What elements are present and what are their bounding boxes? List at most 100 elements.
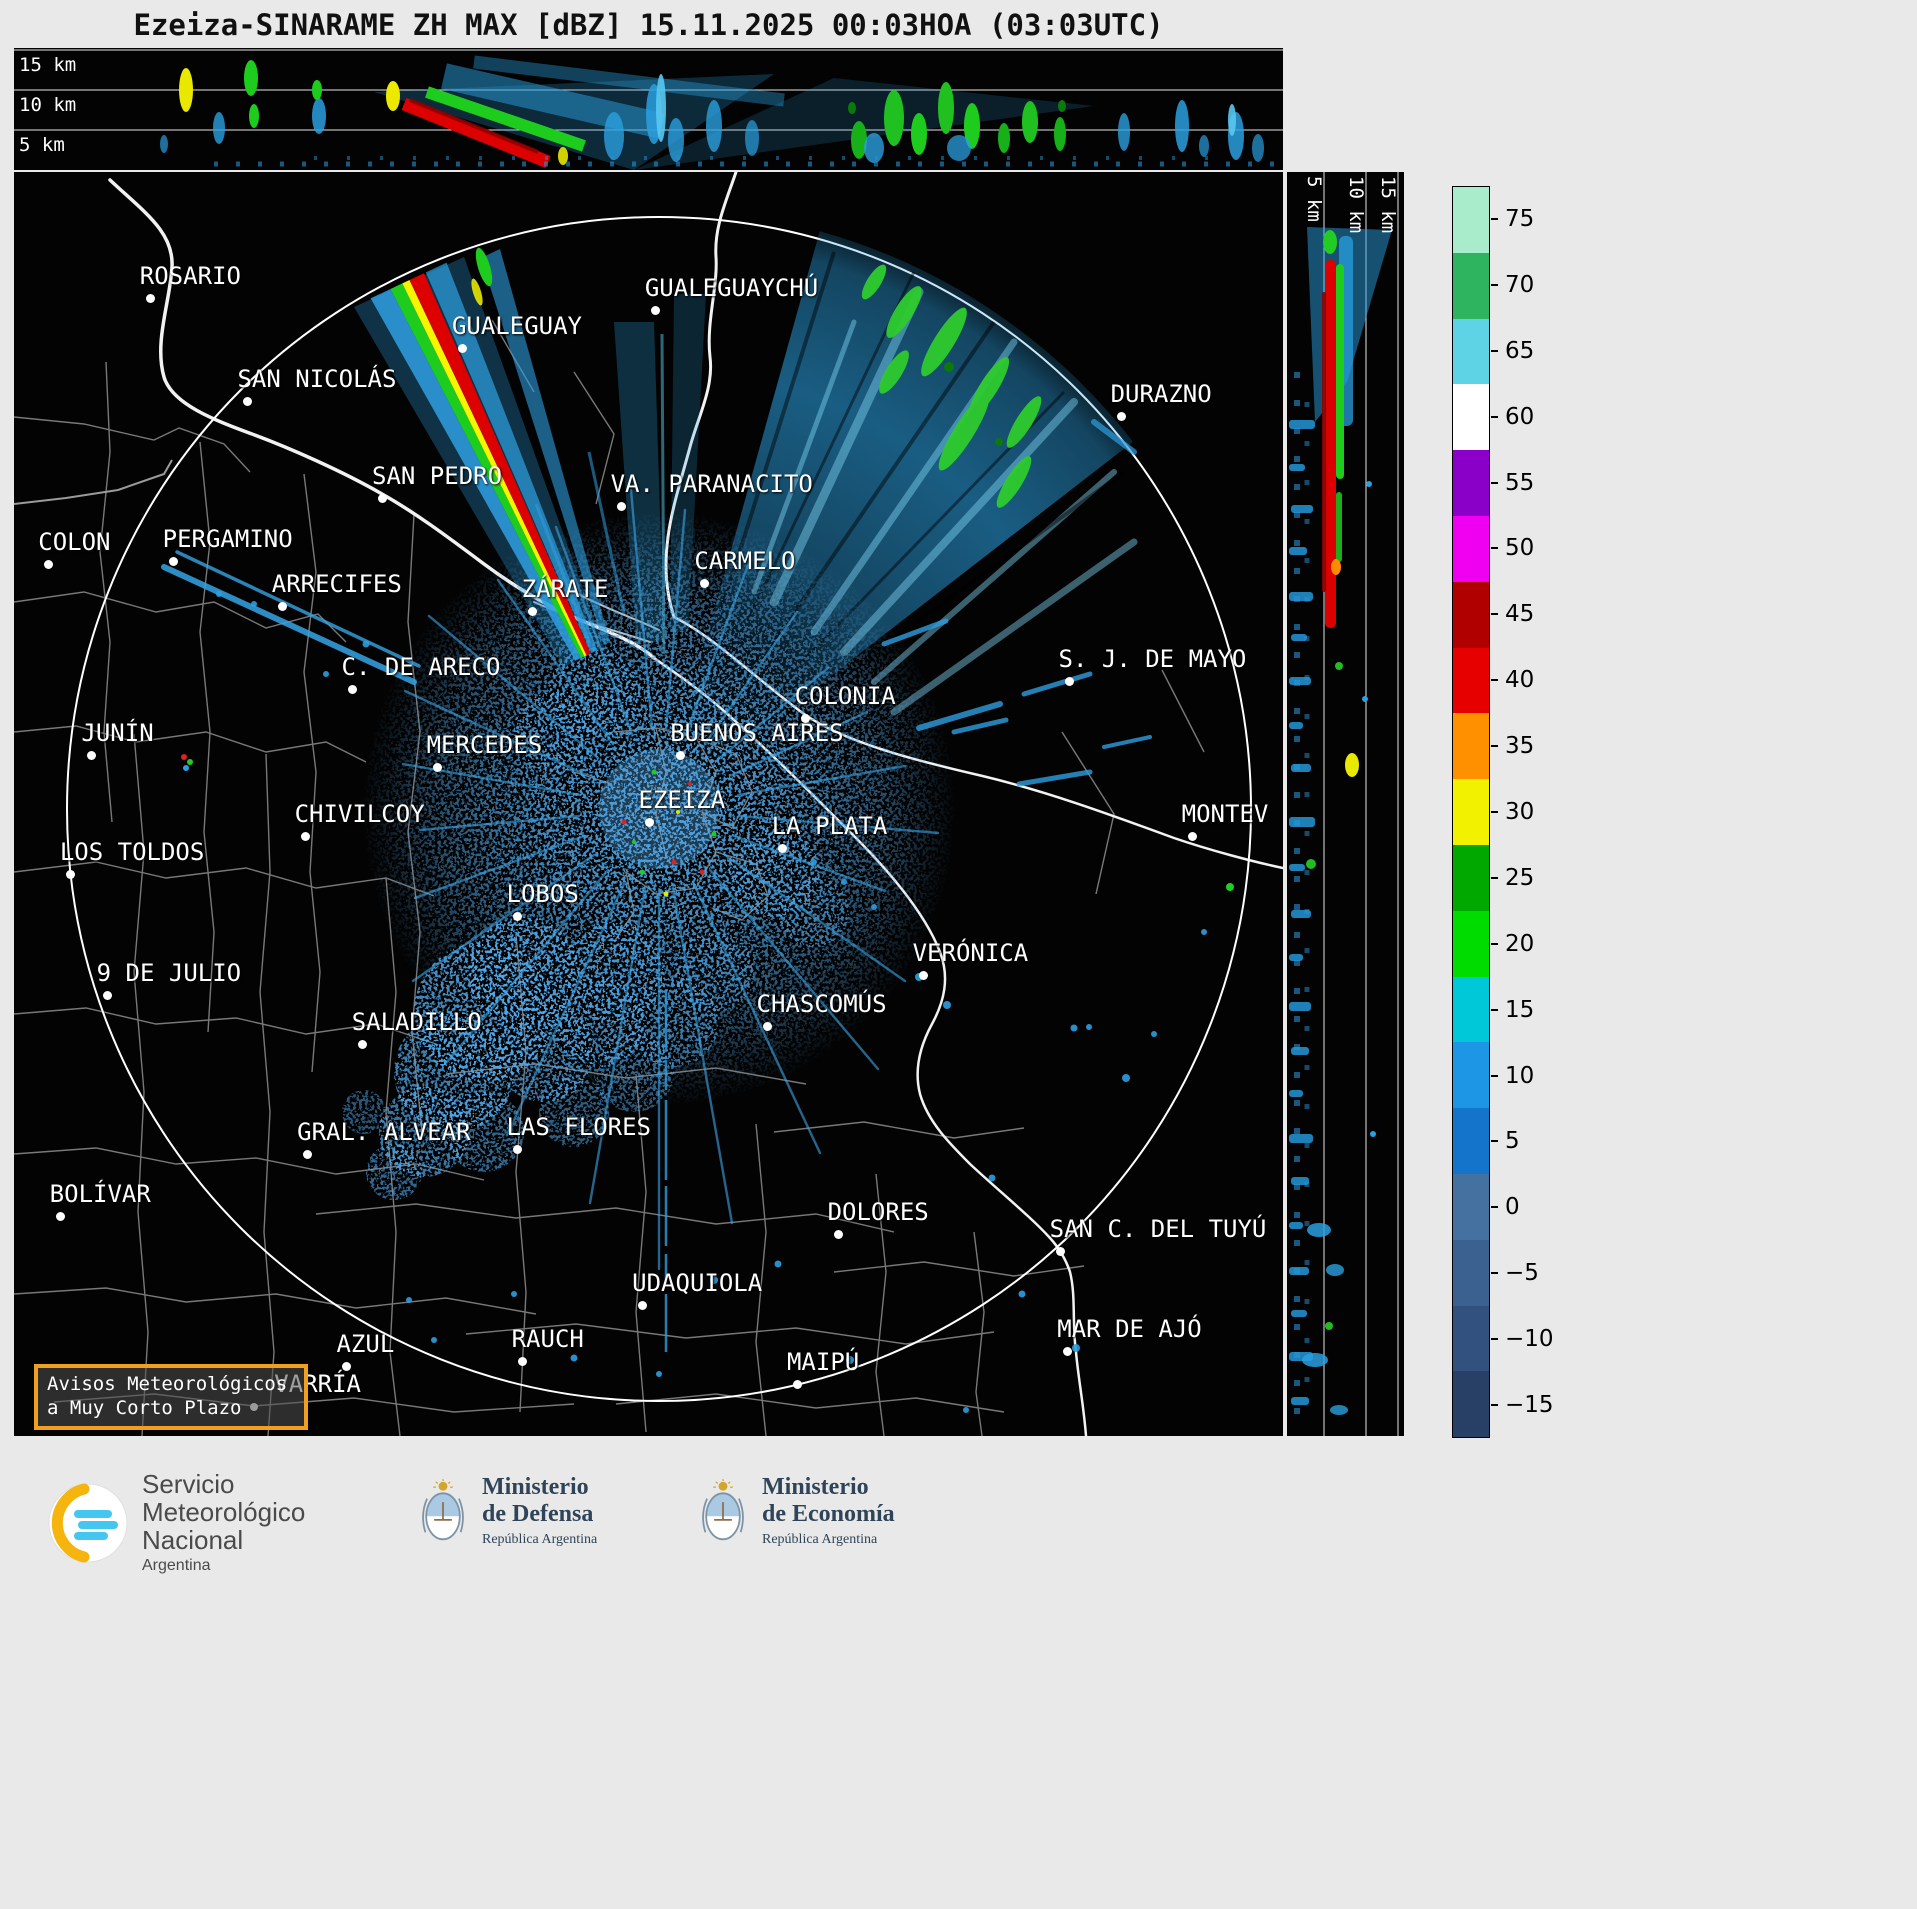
colorbar-tick-value: −5 — [1505, 1260, 1539, 1287]
city-label: JUNÍN — [81, 718, 154, 747]
colorbar-tick-value: 60 — [1505, 403, 1535, 430]
ministry-economia-wordmark: Ministerio de Economía República Argenti… — [762, 1474, 895, 1548]
colorbar-tick — [1491, 415, 1498, 418]
city-label: BOLÍVAR — [49, 1180, 151, 1209]
colorbar-segment — [1453, 910, 1489, 977]
colorbar-tick — [1491, 547, 1498, 550]
colorbar-segment — [1453, 1371, 1489, 1438]
city-dot — [517, 1357, 527, 1367]
city-dot — [145, 294, 155, 304]
colorbar-segment — [1453, 450, 1489, 516]
colorbar-tick-label: 40 — [1491, 647, 1581, 713]
city-label: GUALEGUAYCHÚ — [644, 273, 819, 302]
center-color-specks — [621, 769, 717, 897]
city-dot — [616, 501, 626, 511]
province-border — [14, 459, 173, 505]
top-cross-section-panel: 15 km 10 km 5 km — [14, 48, 1283, 170]
city-label: MAIPÚ — [786, 1348, 860, 1377]
colorbar-tick — [1491, 810, 1498, 813]
radial-spikes — [401, 488, 940, 1271]
city-dot — [342, 1362, 352, 1372]
colorbar-tick-label: 65 — [1491, 318, 1581, 384]
colorbar-segment — [1453, 647, 1489, 714]
city-dot — [457, 343, 467, 353]
economia-sub: República Argentina — [762, 1531, 878, 1547]
city-label: MAR DE AJÓ — [1057, 1315, 1202, 1344]
colorbar-tick-label: 30 — [1491, 779, 1581, 845]
coat-of-arms-icon — [422, 1479, 464, 1541]
city-label: DOLORES — [827, 1197, 929, 1226]
warning-line-2: a Muy Corto Plazo — [47, 1396, 242, 1419]
city-label: S. J. DE MAYO — [1058, 645, 1247, 674]
smn-logo — [48, 1483, 128, 1563]
city-label: RAUCH — [511, 1325, 584, 1354]
colorbar-tick-label: 55 — [1491, 450, 1581, 516]
colorbar-tick — [1491, 349, 1498, 352]
center-clutter — [342, 514, 954, 1200]
city-label: BUENOS AIRES — [670, 718, 844, 747]
colorbar-segment — [1453, 1173, 1489, 1240]
colorbar-tick — [1491, 1206, 1498, 1209]
colorbar-tick-value: 45 — [1505, 601, 1535, 628]
defensa-sub: República Argentina — [482, 1531, 598, 1547]
city-dot — [44, 559, 54, 569]
city-dot — [700, 578, 710, 588]
city-dot — [512, 1145, 522, 1155]
colorbar-tick — [1491, 942, 1498, 945]
smn-line-3: Nacional — [142, 1525, 244, 1556]
coat-of-arms-icon — [702, 1479, 744, 1541]
city-dot — [55, 1212, 65, 1222]
colorbar-tick — [1491, 283, 1498, 286]
city-dot — [638, 1300, 648, 1310]
city-label: LOS TOLDOS — [59, 837, 205, 866]
city-label: AZUL — [336, 1330, 395, 1359]
radar-ppi-panel: ROSARIO GUALEGUAYCHÚ GUALEGUAY SAN NICOL… — [14, 172, 1283, 1436]
city-label: ROSARIO — [139, 262, 241, 291]
colorbar-tick — [1491, 1140, 1498, 1143]
colorbar-tick-value: 15 — [1505, 996, 1535, 1023]
city-label: 9 DE JULIO — [96, 958, 242, 987]
city-dot — [527, 606, 537, 616]
colorbar-tick-label: −15 — [1491, 1372, 1581, 1438]
smn-wordmark: Servicio Meteorológico Nacional Argentin… — [142, 1470, 305, 1575]
range-ring — [66, 216, 1252, 1402]
smn-country: Argentina — [142, 1557, 211, 1575]
colorbar-tick-value: −15 — [1505, 1391, 1554, 1418]
ministry-defensa-wordmark: Ministerio de Defensa República Argentin… — [482, 1474, 597, 1548]
colorbar-tick-label: 15 — [1491, 977, 1581, 1043]
northwest-beams — [161, 247, 610, 685]
colorbar-segment — [1453, 1305, 1489, 1372]
smn-logo-block: Servicio Meteorológico Nacional Argentin… — [48, 1470, 305, 1575]
colorbar-tick-label: 0 — [1491, 1174, 1581, 1240]
city-dot — [512, 912, 522, 922]
city-label: COLON — [38, 527, 111, 556]
colorbar-tick-value: 30 — [1505, 798, 1535, 825]
city-dot — [102, 990, 112, 1000]
city-dot — [833, 1229, 843, 1239]
colorbar-segment — [1453, 779, 1489, 845]
city-dot — [1064, 677, 1074, 687]
colorbar-segment — [1453, 1042, 1489, 1109]
colorbar-tick — [1491, 745, 1498, 748]
page-title: Ezeiza-SINARAME ZH MAX [dBZ] 15.11.2025 … — [133, 8, 1164, 42]
city-label: GUALEGUAY — [451, 311, 582, 340]
colorbar-tick-label: −10 — [1491, 1306, 1581, 1372]
city-dot — [777, 844, 787, 854]
colorbar-tick-value: 50 — [1505, 535, 1535, 562]
colorbar-tick — [1491, 679, 1498, 682]
city-dot — [650, 305, 660, 315]
city-dot — [303, 1150, 313, 1160]
height-label-5km: 5 km — [19, 134, 65, 156]
cross-section-echo-shapes — [160, 55, 1274, 170]
defensa-line-1: Ministerio — [482, 1474, 589, 1500]
city-layer: ROSARIO GUALEGUAYCHÚ GUALEGUAY SAN NICOL… — [14, 172, 1283, 1436]
colorbar-segment — [1453, 252, 1489, 319]
colorbar-tick-value: 20 — [1505, 930, 1535, 957]
city-dot — [65, 869, 75, 879]
city-label: SAN PEDRO — [372, 462, 503, 491]
city-label: ZÁRATE — [521, 574, 609, 603]
colorbar-tick-label: 20 — [1491, 911, 1581, 977]
colorbar-tick-label: 70 — [1491, 252, 1581, 318]
colorbar-tick — [1491, 876, 1498, 879]
city-label: PERGAMINO — [162, 525, 293, 554]
